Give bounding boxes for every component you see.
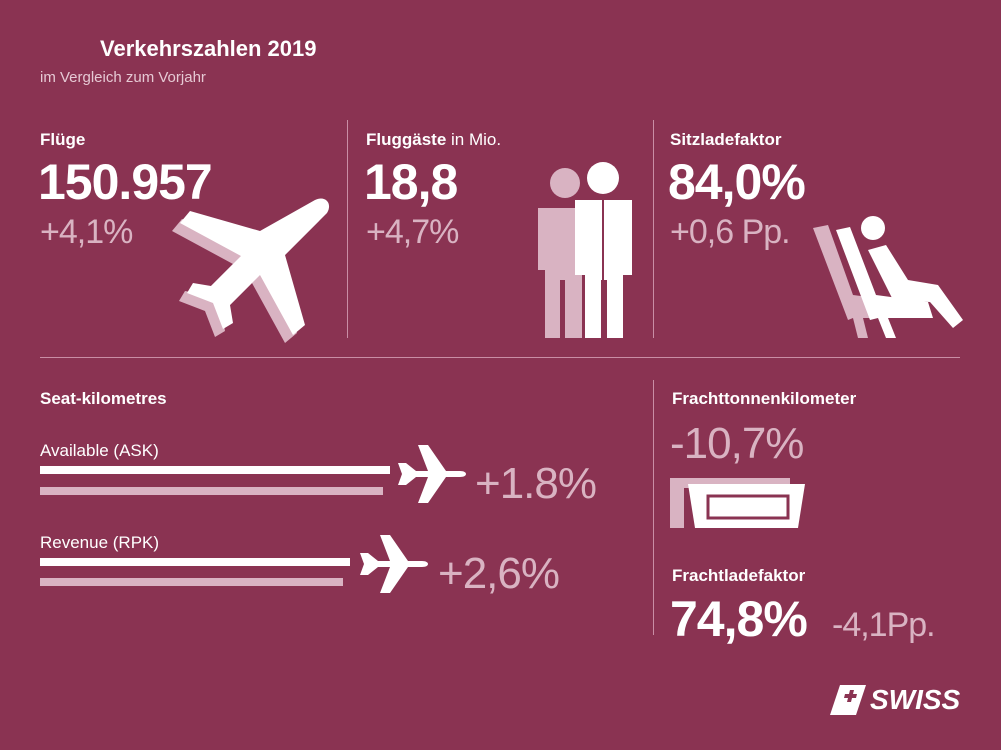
kpi-value: 150.957 [38, 154, 213, 210]
subtitle: im Vergleich zum Vorjahr [40, 69, 206, 86]
plane-icon [172, 198, 330, 343]
kpi-value: 84,0% [668, 154, 806, 210]
kpi-change: +0,6 Pp. [670, 213, 791, 251]
kpi-change: +4,7% [366, 213, 459, 251]
plane-small [398, 445, 466, 503]
row-change: +1.8% [475, 459, 597, 508]
title: Verkehrszahlen 2019 [100, 36, 317, 61]
kpi-label: Sitzladefaktor [670, 130, 782, 149]
section-title: Frachtladefaktor [672, 566, 806, 585]
cargo-icon [670, 478, 805, 528]
brand-mark [830, 685, 866, 715]
plane-small [360, 535, 428, 593]
section-title: Frachttonnenkilometer [672, 389, 857, 408]
divider [653, 380, 654, 635]
row-label: Revenue (RPK) [40, 533, 160, 552]
section-title: Seat-kilometres [40, 389, 167, 408]
seat-icon [813, 216, 963, 338]
bar [40, 487, 383, 495]
kpi-label-row: Fluggäste in Mio. [366, 131, 501, 148]
bar [40, 578, 343, 586]
kpi-label: Fluggäste [366, 130, 447, 149]
divider [40, 357, 960, 358]
kpi-label: Flüge [40, 130, 86, 149]
bar [40, 558, 350, 566]
kpi-unit: in Mio. [451, 130, 502, 149]
people-icon [538, 162, 632, 338]
divider [347, 120, 348, 338]
bar [40, 466, 390, 474]
cargo-change: -10,7% [670, 419, 804, 468]
cargo-load-value: 74,8% [670, 591, 808, 647]
row-label: Available (ASK) [40, 441, 159, 460]
cargo-load-change: -4,1Pp. [832, 606, 936, 644]
divider [653, 120, 654, 338]
row-change: +2,6% [438, 549, 560, 598]
kpi-value: 18,8 [364, 154, 458, 210]
kpi-change: +4,1% [40, 213, 133, 251]
brand: SWISS [870, 684, 961, 715]
